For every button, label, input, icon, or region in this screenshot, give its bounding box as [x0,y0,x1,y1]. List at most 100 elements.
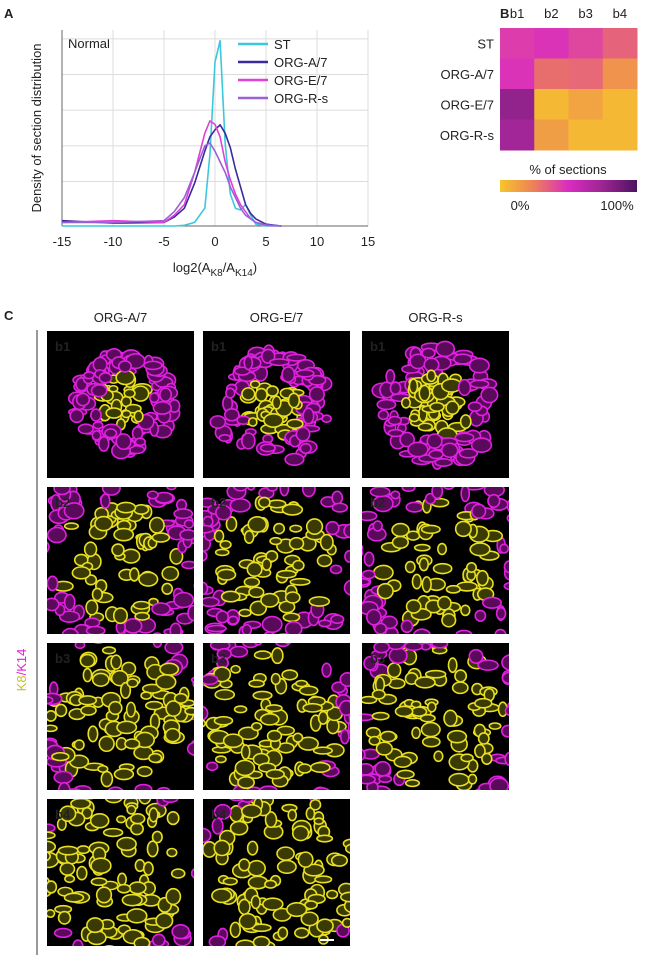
column-label: b1 [510,6,524,21]
column-label: b4 [613,6,627,21]
cell-blob [151,532,171,543]
cell-blob [294,927,310,939]
cell-blob [214,688,236,701]
heatmap-cell [534,119,569,151]
cell-blob [203,674,219,686]
cell-blob [371,689,386,700]
cell-blob [71,566,92,580]
cell-blob [286,901,308,918]
micrograph: b2 [203,487,350,634]
cell-blob [51,751,70,762]
cell-blob [269,536,283,546]
cell-blob [298,685,319,696]
cell-blob [308,596,331,607]
cell-blob [230,664,241,674]
cell-blob [503,560,509,574]
tile-label: b2 [370,495,385,510]
micrograph: b3 [47,643,194,790]
cell-blob [265,704,283,713]
cell-blob [348,712,350,723]
cell-blob [292,732,304,743]
cell-blob [121,409,132,419]
cell-blob [404,560,416,574]
cell-blob [499,543,509,554]
cell-blob [129,567,140,582]
cell-blob [234,759,256,777]
cell-blob [524,705,539,721]
cell-blob [420,524,441,535]
cell-blob [520,575,536,581]
cell-blob [121,893,143,907]
x-tick-label: -10 [104,234,123,249]
cell-blob [124,738,141,750]
micrograph: b1 [47,331,194,478]
cell-blob [442,487,455,490]
cell-blob [347,720,350,735]
cell-blob [293,948,307,958]
cell-blob [152,643,163,648]
cell-blob [363,655,378,671]
cell-blob [95,886,113,904]
legend-label: ORG-E/7 [274,73,327,88]
cell-blob [91,430,102,441]
cell-blob [431,643,449,649]
cell-blob [104,945,115,946]
cell-blob [47,696,54,705]
cell-blob [101,646,117,655]
micrograph: b3 [203,643,350,790]
cell-blob [308,386,325,403]
cell-blob [91,587,104,602]
cell-blob [362,713,375,722]
cell-blob [91,672,110,687]
cell-blob [222,877,238,886]
cell-blob [47,724,58,733]
cell-blob [112,607,129,625]
cell-blob [330,614,345,625]
cell-blob [512,561,520,568]
cell-blob [265,768,285,780]
cell-blob [63,593,76,611]
cell-blob [123,618,143,634]
cell-blob [371,711,390,721]
cell-blob [233,705,248,714]
cell-blob [186,741,194,756]
cell-blob [421,347,436,359]
row-label: ORG-A/7 [441,67,494,82]
cell-blob [428,449,444,460]
stain-k14: /K14 [14,649,29,676]
cell-blob [20,548,34,564]
annotation: Normal [68,36,110,51]
panel-label: B [500,6,509,21]
stain-label: K8/K14 [14,649,29,692]
cell-blob [362,763,375,776]
cell-blob [503,581,509,591]
cell-blob [291,559,305,572]
cell-blob [229,921,242,939]
cell-blob [437,542,448,556]
x-tick-label: 15 [361,234,375,249]
cell-blob [453,353,473,365]
x-title-part: ) [253,260,257,275]
cell-blob [243,530,255,545]
cell-blob [286,418,304,430]
cell-blob [454,432,475,443]
cell-blob [457,378,472,397]
cell-blob [241,387,256,401]
cell-blob [241,623,253,634]
heatmap-cell [568,89,604,120]
cell-blob [513,764,522,772]
cell-blob [67,788,81,790]
cell-blob [404,779,421,788]
cell-blob [280,949,300,958]
cell-blob [259,713,280,726]
cell-blob [64,874,76,884]
x-tick-label: 5 [262,234,269,249]
cell-blob [155,912,174,929]
cell-blob [409,353,427,370]
cell-blob [110,654,123,670]
cell-blob [151,933,166,946]
cell-blob [410,700,422,709]
cell-blob [448,772,470,787]
cell-blob [257,496,271,509]
cell-blob [489,777,509,790]
